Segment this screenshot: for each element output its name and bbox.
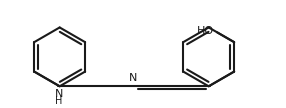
- Text: N: N: [129, 73, 137, 83]
- Text: HO: HO: [197, 26, 214, 36]
- Text: H: H: [55, 96, 63, 106]
- Text: N: N: [55, 89, 63, 99]
